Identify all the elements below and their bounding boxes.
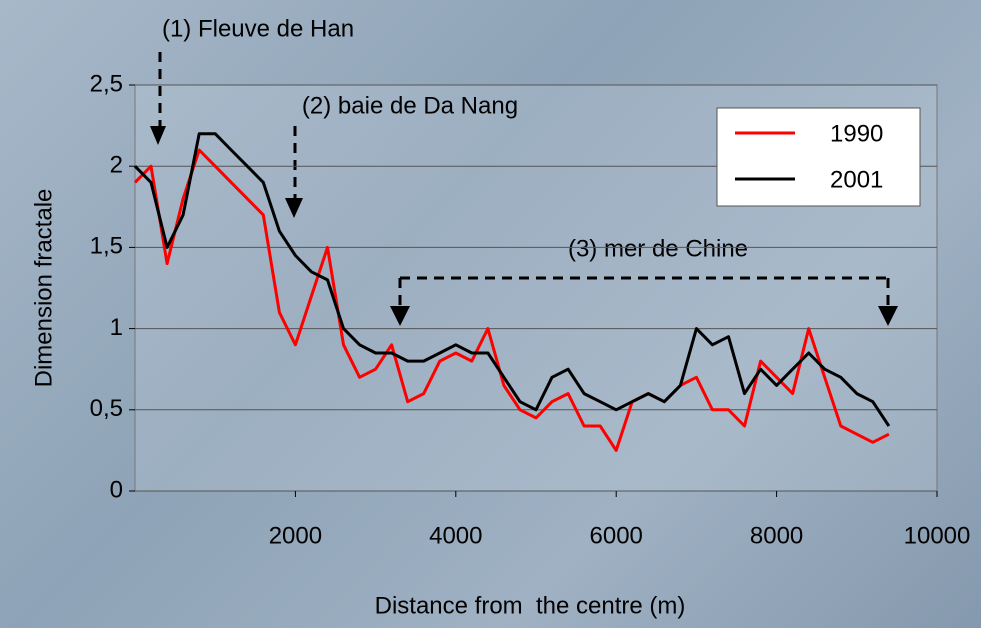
legend: [717, 108, 920, 206]
x-tick-label: 6000: [590, 522, 643, 549]
y-tick-label: 1,5: [90, 233, 123, 260]
annotation: (2) baie de Da Nang: [302, 92, 518, 119]
y-tick-label: 0,5: [90, 395, 123, 422]
y-tick-label: 0: [110, 476, 123, 503]
annotation: (3) mer de Chine: [568, 235, 748, 262]
x-axis-label: Distance from the centre (m): [375, 592, 686, 619]
x-tick-label: 8000: [750, 522, 803, 549]
y-tick-label: 2: [110, 152, 123, 179]
annotation: (1) Fleuve de Han: [162, 15, 354, 42]
x-tick-label: 4000: [429, 522, 482, 549]
y-tick-label: 2,5: [90, 70, 123, 97]
y-tick-label: 1: [110, 314, 123, 341]
chart: Dimension fractale Distance from the cen…: [0, 0, 981, 628]
x-tick-label: 10000: [904, 522, 971, 549]
legend-label: 2001: [830, 166, 883, 193]
y-axis-label: Dimension fractale: [30, 189, 57, 388]
legend-label: 1990: [830, 120, 883, 147]
x-tick-label: 2000: [269, 522, 322, 549]
